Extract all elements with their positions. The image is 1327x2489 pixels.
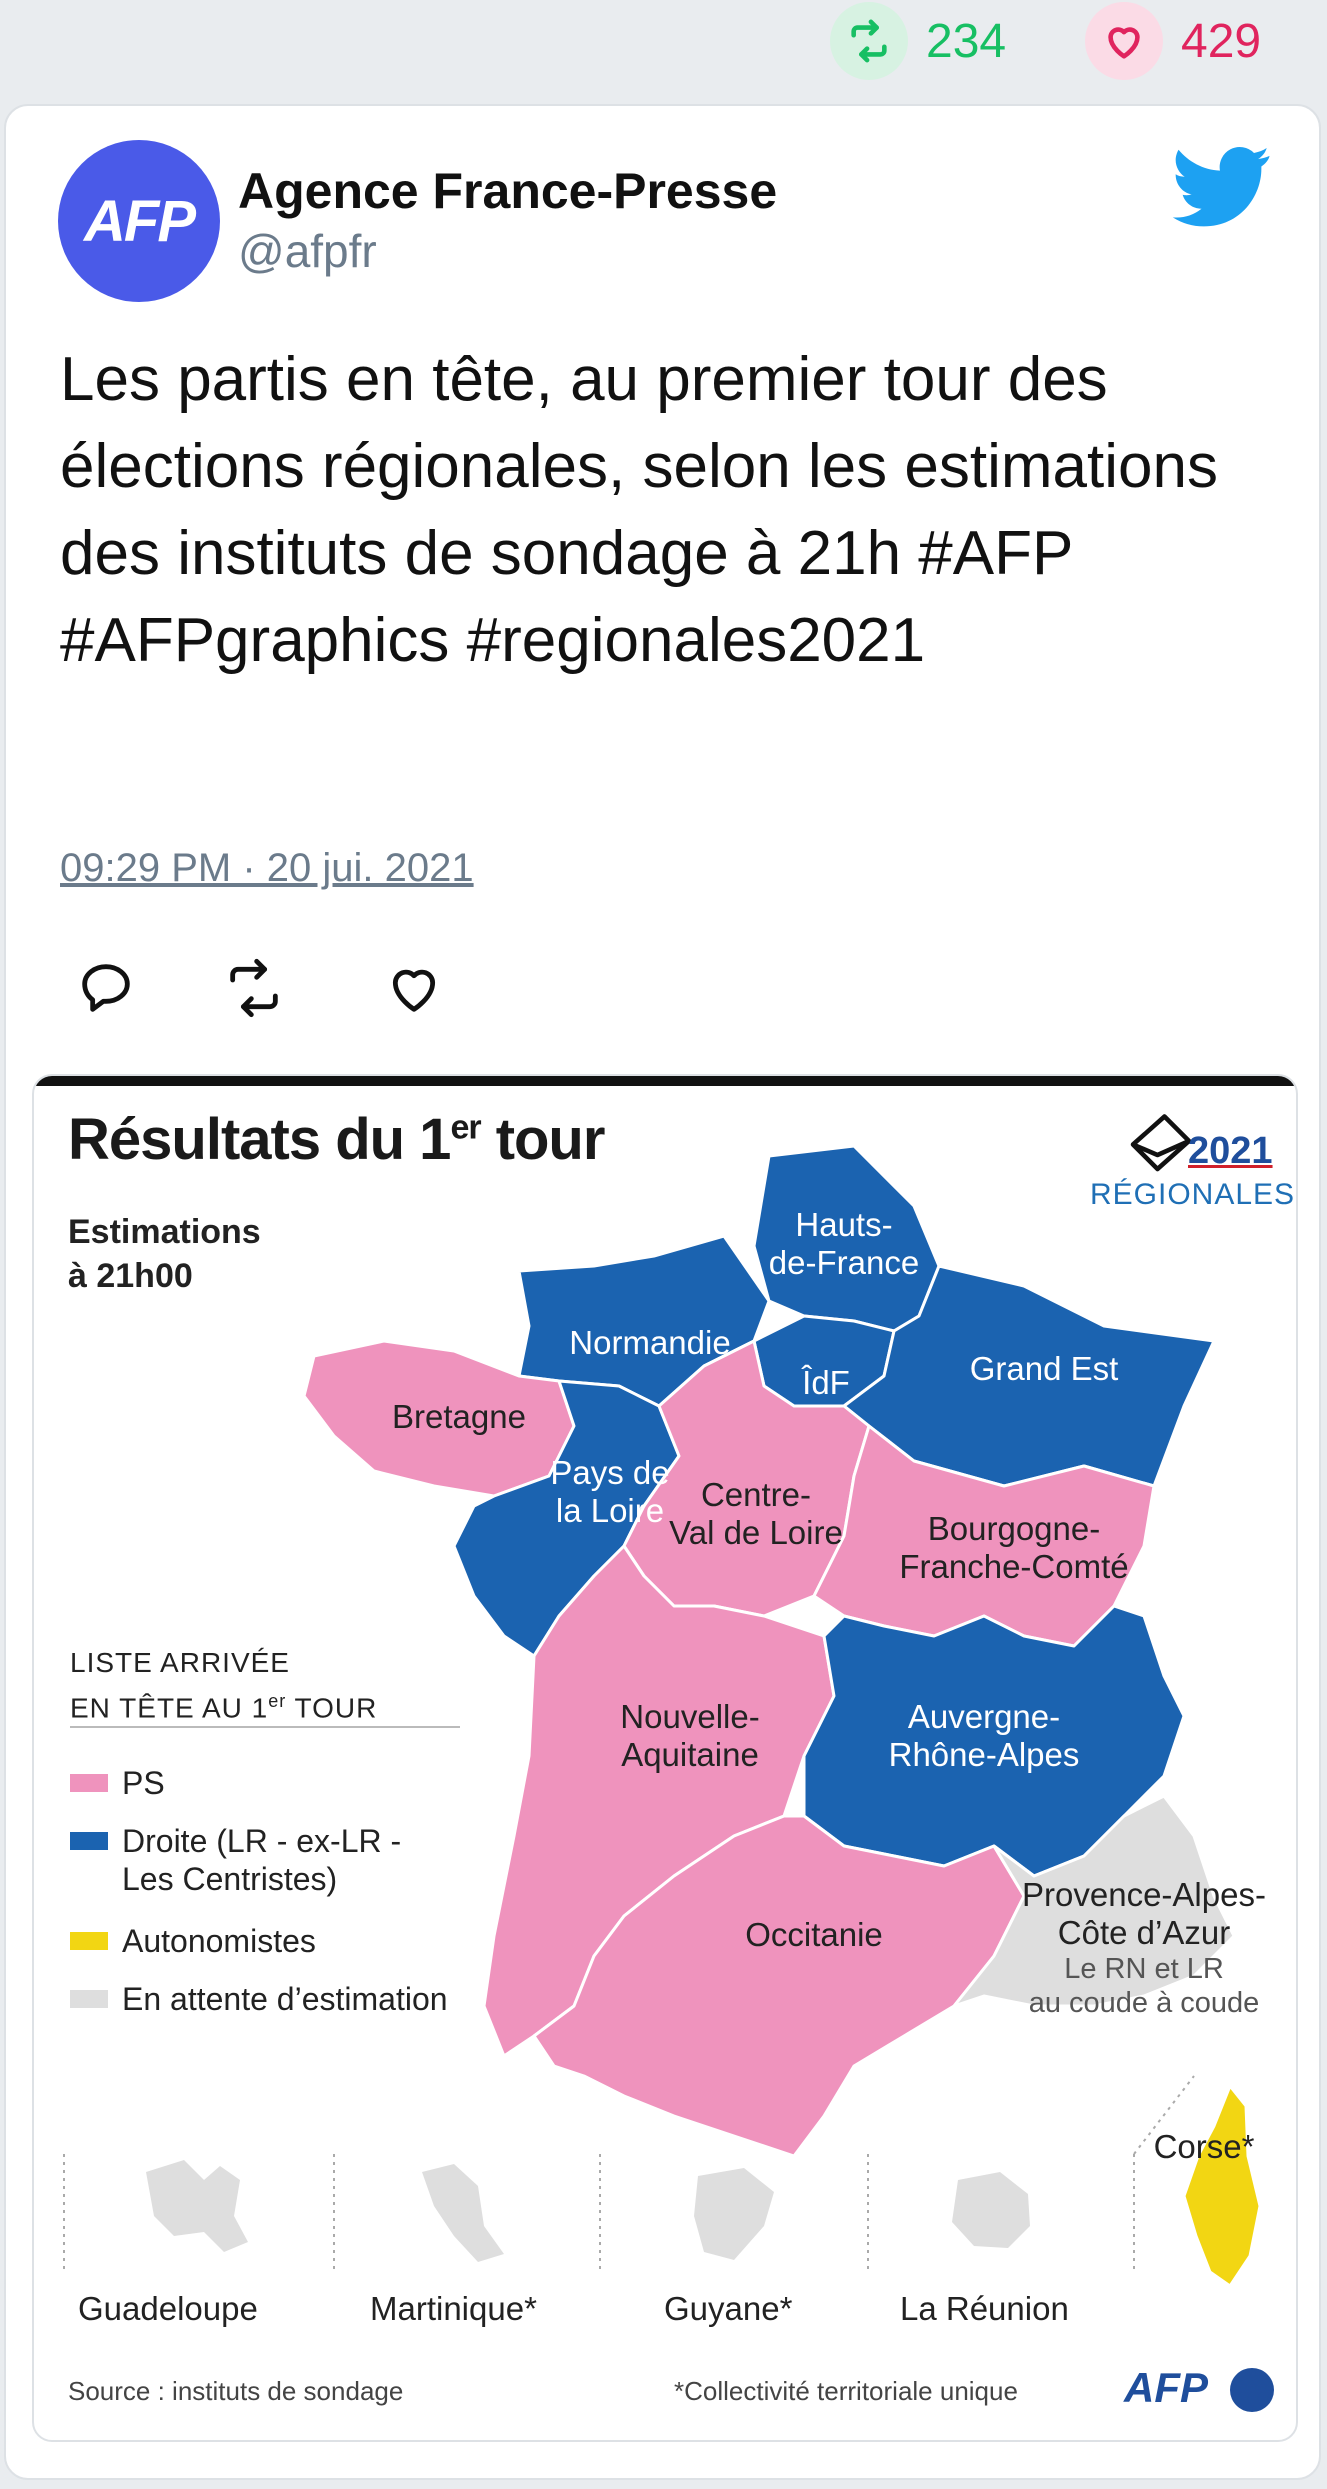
overseas-martinique-shape	[422, 2164, 504, 2262]
label-guyane: Guyane*	[664, 2290, 793, 2327]
label-occitanie: Occitanie	[745, 1916, 883, 1953]
region-corse	[1182, 2084, 1262, 2288]
retweet-count[interactable]: 234	[830, 0, 1006, 82]
label-bretagne: Bretagne	[392, 1398, 526, 1435]
graphic-regionales: RÉGIONALES	[1090, 1178, 1296, 1211]
legend-item-ps: PS	[70, 1764, 165, 1802]
twitter-bird-icon[interactable]	[1172, 146, 1272, 228]
like-count[interactable]: 429	[1085, 0, 1261, 82]
legend-divider	[70, 1726, 460, 1728]
label-paca: Provence-Alpes- Côte d’Azur Le RN et LR a…	[1022, 1876, 1266, 2019]
label-bourgogne-franche-comte: Bourgogne- Franche-Comté	[899, 1510, 1129, 1585]
tweet-media-graphic[interactable]: Résultats du 1er tour Estimations à 21h0…	[32, 1074, 1298, 2442]
engagement-bar: 234 429	[0, 0, 1327, 104]
label-pays-de-la-loire: Pays de la Loire	[550, 1454, 670, 1529]
label-auvergne-rhone-alpes: Auvergne- Rhône-Alpes	[888, 1698, 1080, 1773]
tweet-timestamp[interactable]: 09:29 PM · 20 jui. 2021	[60, 846, 474, 890]
overseas-guyane-shape	[694, 2168, 774, 2260]
label-grand-est: Grand Est	[969, 1350, 1119, 1387]
overseas-guadeloupe-shape	[146, 2160, 248, 2252]
graphic-source: Source : instituts de sondage	[68, 2376, 404, 2406]
author-name[interactable]: Agence France-Presse	[238, 163, 778, 219]
graphic-subtitle: Estimations à 21h00	[68, 1213, 261, 1295]
author-handle[interactable]: @afpfr	[238, 225, 377, 277]
label-la-reunion: La Réunion	[900, 2290, 1069, 2327]
legend-item-autonomistes: Autonomistes	[70, 1922, 316, 1960]
label-nouvelle-aquitaine: Nouvelle- Aquitaine	[620, 1698, 760, 1773]
legend-title: LISTE ARRIVÉE EN TÊTE AU 1er TOUR	[70, 1647, 378, 1724]
region-provence-alpes-cote-dazur	[952, 1794, 1236, 2008]
label-centre-val-de-loire: Centre- Val de Loire	[669, 1476, 843, 1551]
france-map	[63, 1144, 1262, 2288]
label-martinique: Martinique*	[370, 2290, 537, 2327]
retweet-action-icon[interactable]	[222, 956, 286, 1020]
afp-logo-dot	[1230, 2368, 1274, 2412]
label-normandie: Normandie	[569, 1324, 731, 1361]
graphic-title: Résultats du 1er tour	[68, 1107, 605, 1172]
heart-icon	[1085, 2, 1163, 80]
graphic-footnote: *Collectivité territoriale unique	[674, 2376, 1018, 2406]
overseas-reunion-shape	[952, 2172, 1030, 2248]
avatar[interactable]: AFP	[58, 140, 220, 302]
legend-item-droite: Droite (LR - ex-LR - Les Centristes)	[70, 1822, 401, 1898]
like-action-icon[interactable]	[382, 956, 446, 1020]
reply-icon[interactable]	[74, 956, 138, 1020]
afp-logo: AFP	[1124, 2364, 1208, 2411]
ballot-icon	[1130, 1114, 1192, 1172]
like-count-value: 429	[1181, 14, 1262, 68]
media-top-border	[34, 1076, 1296, 1086]
retweet-icon	[830, 2, 908, 80]
label-guadeloupe: Guadeloupe	[78, 2290, 258, 2327]
graphic-year: 2021	[1188, 1130, 1273, 1172]
legend-item-attente: En attente d’estimation	[70, 1980, 448, 2018]
tweet-text: Les partis en tête, au premier tour des …	[60, 345, 1218, 675]
label-idf: ÎdF	[802, 1364, 850, 1401]
retweet-count-value: 234	[926, 14, 1007, 68]
label-corse: Corse*	[1153, 2128, 1255, 2165]
tweet-card: AFP Agence France-Presse @afpfr Les part…	[4, 104, 1321, 2480]
label-hauts-de-france: Hauts-de-France	[768, 1206, 920, 1281]
